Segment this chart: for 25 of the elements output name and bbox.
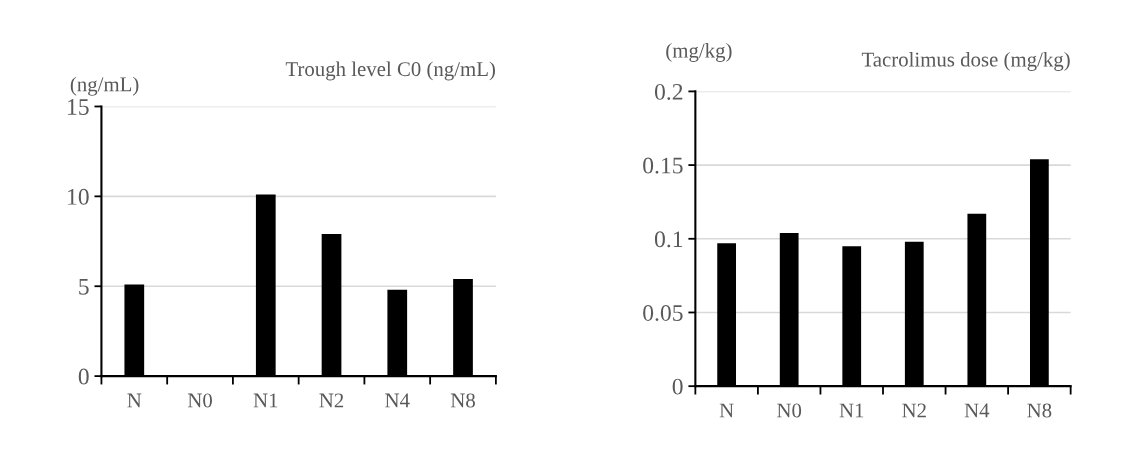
x-tick-label: N2 — [319, 393, 344, 408]
x-tick-label: N8 — [450, 393, 475, 408]
y-tick-label: 0.05 — [643, 304, 683, 321]
x-tick-label: N4 — [964, 403, 990, 418]
y-tick-label: 0 — [672, 378, 683, 395]
x-tick-label: N4 — [385, 393, 410, 408]
x-tick-label: N0 — [187, 393, 212, 408]
chart-title: Tacrolimus dose (mg/kg) — [861, 51, 1070, 71]
y-tick-label: 0.15 — [643, 157, 683, 174]
x-tick-label: N1 — [253, 393, 278, 408]
y-tick-label: 10 — [68, 188, 89, 205]
y-tick-label: 0.2 — [654, 83, 683, 100]
x-tick-label: N1 — [839, 403, 864, 418]
y-axis-title: (ng/mL) — [70, 76, 139, 96]
chart-title: Trough level C0 (ng/mL) — [285, 61, 495, 81]
x-tick-label: N — [127, 393, 142, 408]
x-tick-label: N0 — [777, 403, 802, 418]
y-tick-label: 5 — [79, 278, 89, 295]
x-tick-label: N2 — [902, 403, 926, 418]
x-tick-label: N8 — [1027, 403, 1052, 418]
y-tick-label: 15 — [68, 99, 89, 115]
y-tick-label: 0.1 — [654, 231, 683, 248]
x-tick-label: N — [719, 403, 734, 418]
y-axis-title: (mg/kg) — [666, 42, 732, 62]
y-tick-label: 0 — [78, 368, 89, 385]
